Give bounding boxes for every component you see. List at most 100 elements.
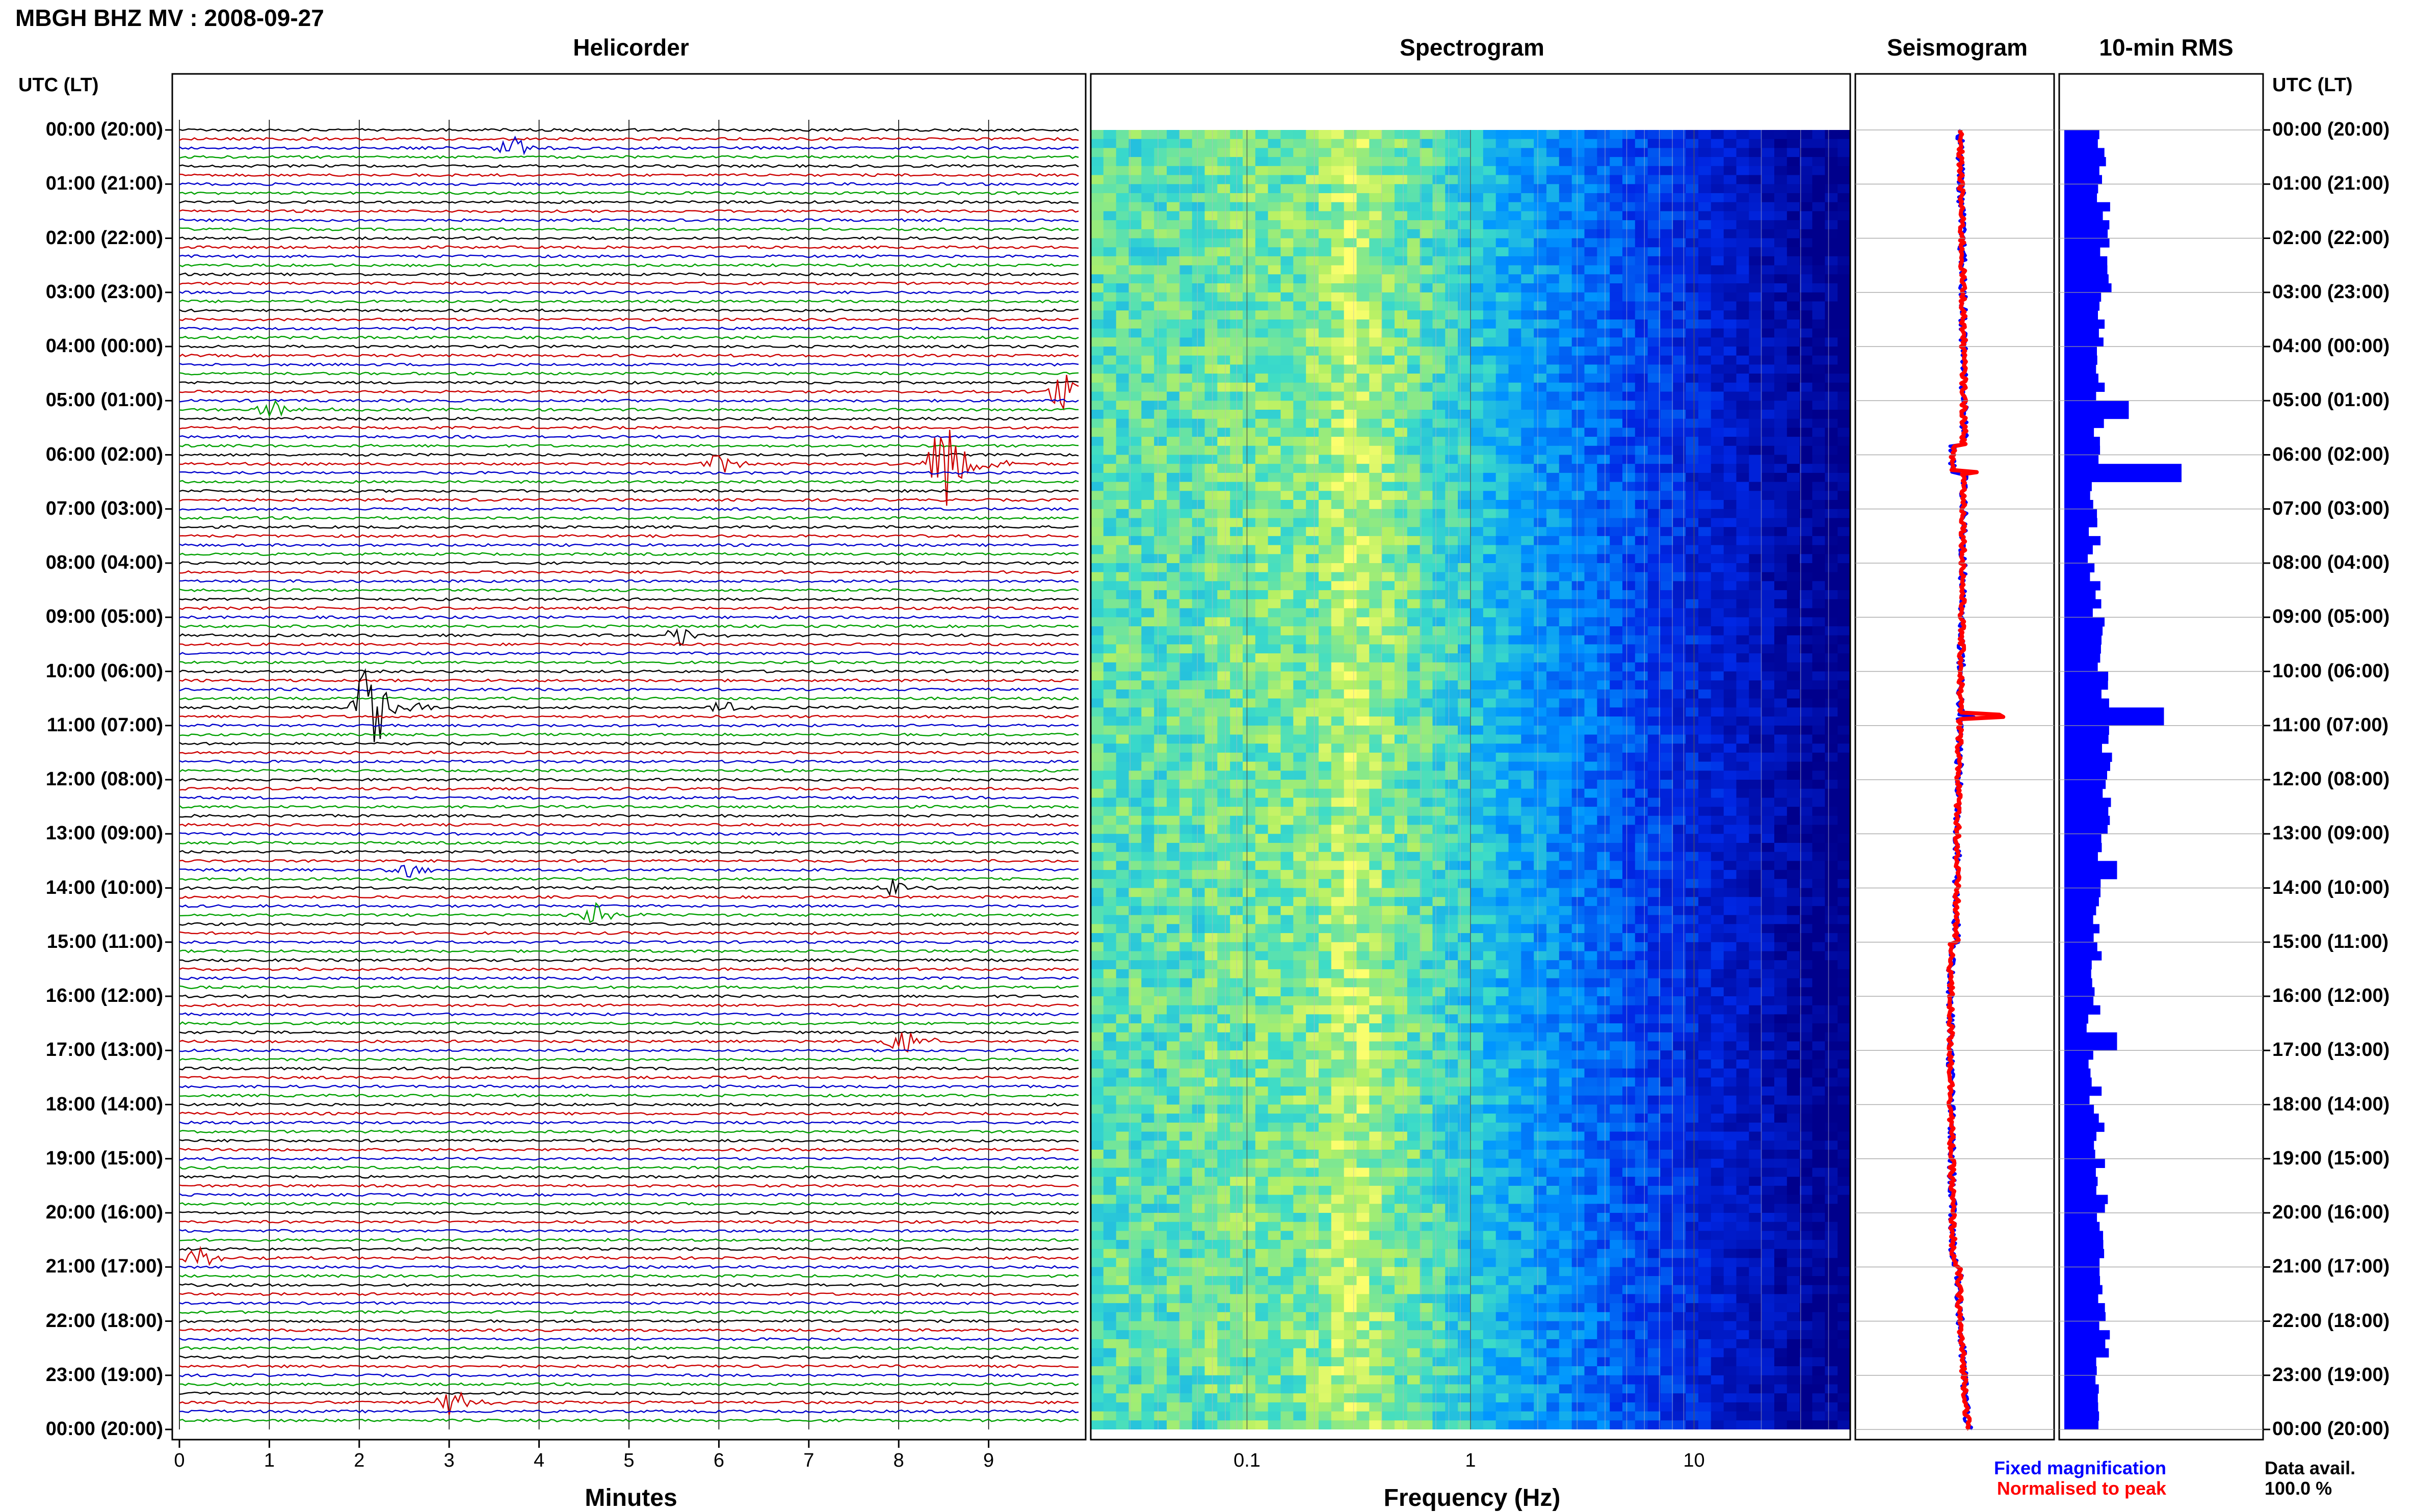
spectrogram-cell <box>1508 815 1521 826</box>
spectrogram-cell <box>1167 292 1180 302</box>
spectrogram-cell <box>1255 590 1269 600</box>
spectrogram-cell <box>1255 834 1269 843</box>
spectrogram-cell <box>1470 734 1484 744</box>
spectrogram-cell <box>1787 472 1800 483</box>
spectrogram-cell <box>1103 761 1117 771</box>
spectrogram-cell <box>1559 265 1572 275</box>
spectrogram-cell <box>1319 410 1332 419</box>
spectrogram-cell <box>1559 852 1572 861</box>
spectrogram-cell <box>1255 807 1269 816</box>
spectrogram-cell <box>1686 175 1699 184</box>
spectrogram-cell <box>1306 229 1319 239</box>
spectrogram-cell <box>1787 825 1800 834</box>
spectrogram-cell <box>1192 238 1205 248</box>
spectrogram-cell <box>1128 852 1142 861</box>
spectrogram-cell <box>1521 491 1534 500</box>
spectrogram-cell <box>1306 617 1319 627</box>
spectrogram-cell <box>1179 861 1193 870</box>
spectrogram-cell <box>1825 554 1838 564</box>
spectrogram-cell <box>1597 518 1610 527</box>
spectrogram-cell <box>1736 410 1749 419</box>
spectrogram-cell <box>1192 807 1205 816</box>
spectrogram-cell <box>1458 464 1471 473</box>
spectrogram-cell <box>1647 563 1661 573</box>
spectrogram-cell <box>1610 337 1623 347</box>
spectrogram-cell <box>1799 445 1813 456</box>
spectrogram-cell <box>1774 843 1788 853</box>
spectrogram-cell <box>1762 527 1775 537</box>
spectrogram-cell <box>1686 626 1699 636</box>
spectrogram-cell <box>1141 825 1154 834</box>
spectrogram-cell <box>1369 834 1382 843</box>
spectrogram-cell <box>1521 635 1534 645</box>
spectrogram-cell <box>1204 148 1218 157</box>
spectrogram-cell <box>1470 617 1484 627</box>
spectrogram-cell <box>1559 139 1572 148</box>
spectrogram-cell <box>1407 292 1421 302</box>
spectrogram-cell <box>1369 445 1382 456</box>
spectrogram-cell <box>1217 761 1230 771</box>
spectrogram-cell <box>1774 707 1788 717</box>
spectrogram-cell <box>1407 617 1421 627</box>
spectrogram-cell <box>1369 337 1382 347</box>
spectrogram-cell <box>1319 771 1332 780</box>
spectrogram-cell <box>1584 518 1597 527</box>
spectrogram-cell <box>1597 319 1610 329</box>
spectrogram-cell <box>1167 184 1180 194</box>
spectrogram-cell <box>1432 319 1446 329</box>
spectrogram-cell <box>1723 418 1737 428</box>
spectrogram-cell <box>1508 870 1521 880</box>
spectrogram-cell <box>1837 482 1850 491</box>
spectrogram-cell <box>1571 175 1585 184</box>
spectrogram-cell <box>1243 211 1256 221</box>
spectrogram-cell <box>1319 382 1332 392</box>
spectrogram-cell <box>1369 500 1382 510</box>
spectrogram-cell <box>1167 536 1180 546</box>
spectrogram-cell <box>1774 382 1788 392</box>
spectrogram-cell <box>1306 410 1319 419</box>
spectrogram-cell <box>1723 328 1737 338</box>
spectrogram-cell <box>1204 527 1218 537</box>
spectrogram-cell <box>1723 401 1737 410</box>
spectrogram-cell <box>1686 815 1699 826</box>
spectrogram-cell <box>1356 410 1370 419</box>
spectrogram-cell <box>1571 283 1585 293</box>
spectrogram-cell <box>1686 166 1699 176</box>
spectrogram-cell <box>1128 437 1142 446</box>
spectrogram-cell <box>1407 545 1421 554</box>
spectrogram-cell <box>1799 238 1813 248</box>
spectrogram-cell <box>1192 500 1205 510</box>
spectrogram-cell <box>1369 671 1382 681</box>
spectrogram-cell <box>1331 834 1345 843</box>
spectrogram-cell <box>1534 870 1547 880</box>
spectrogram-cell <box>1546 680 1560 690</box>
spectrogram-cell <box>1698 301 1712 311</box>
spectrogram-cell <box>1571 382 1585 392</box>
spectrogram-cell <box>1217 455 1230 464</box>
spectrogram-cell <box>1167 815 1180 826</box>
spectrogram-cell <box>1736 563 1749 573</box>
spectrogram-cell <box>1268 202 1281 211</box>
spectrogram-cell <box>1787 211 1800 221</box>
spectrogram-cell <box>1559 798 1572 807</box>
spectrogram-cell <box>1420 617 1433 627</box>
spectrogram-cell <box>1483 166 1496 176</box>
spectrogram-cell <box>1749 374 1762 383</box>
spectrogram-cell <box>1255 401 1269 410</box>
spectrogram-cell <box>1584 843 1597 853</box>
spectrogram-cell <box>1534 807 1547 816</box>
spectrogram-cell <box>1382 301 1395 311</box>
spectrogram-cell <box>1787 644 1800 654</box>
spectrogram-cell <box>1319 184 1332 194</box>
spectrogram-cell <box>1356 590 1370 600</box>
spectrogram-cell <box>1749 617 1762 627</box>
spectrogram-cell <box>1344 410 1357 419</box>
spectrogram-cell <box>1192 707 1205 717</box>
spectrogram-cell <box>1597 445 1610 456</box>
spectrogram-cell <box>1167 852 1180 861</box>
spectrogram-cell <box>1458 653 1471 663</box>
spectrogram-cell <box>1141 238 1154 248</box>
spectrogram-cell <box>1571 220 1585 230</box>
spectrogram-cell <box>1825 870 1838 880</box>
spectrogram-cell <box>1420 238 1433 248</box>
